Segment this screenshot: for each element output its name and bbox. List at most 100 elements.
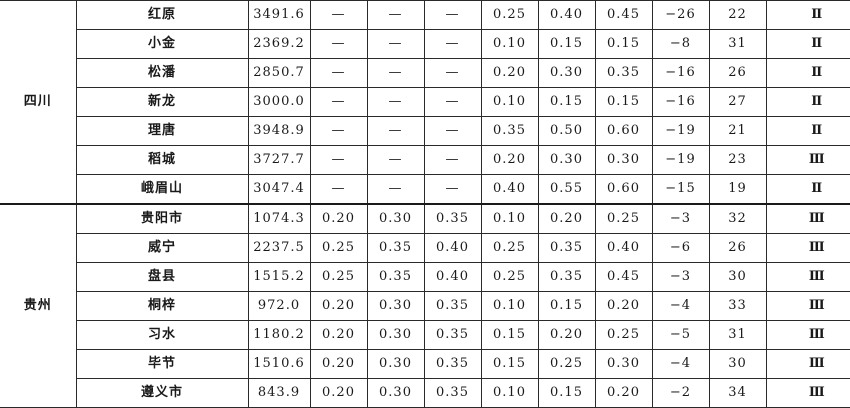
table-row: 毕节 1510.6 0.20 0.30 0.35 0.15 0.25 0.30 −4 30 Ⅲ — [0, 349, 850, 379]
temp-min: −6 — [651, 233, 710, 263]
snow-50yr: — — [366, 174, 425, 205]
wind-10yr: 0.25 — [480, 0, 539, 30]
city-name: 盘县 — [76, 262, 249, 292]
wind-100yr: 0.20 — [594, 291, 653, 321]
wind-50yr: 0.15 — [537, 378, 596, 408]
temp-min: −26 — [651, 0, 710, 30]
snow-10yr: — — [309, 87, 368, 117]
wind-50yr: 0.20 — [537, 320, 596, 350]
altitude-value: 2369.2 — [247, 29, 311, 59]
wind-50yr: 0.40 — [537, 0, 596, 30]
wind-50yr: 0.30 — [537, 145, 596, 175]
snow-100yr: — — [423, 58, 482, 88]
wind-50yr: 0.15 — [537, 87, 596, 117]
temp-min: −19 — [651, 145, 710, 175]
snow-zone: Ⅲ — [765, 262, 850, 292]
wind-10yr: 0.35 — [480, 116, 539, 146]
wind-10yr: 0.40 — [480, 174, 539, 205]
snow-10yr: 0.20 — [309, 291, 368, 321]
temp-max: 27 — [708, 87, 767, 117]
snow-100yr: — — [423, 0, 482, 30]
table-row: 稻城 3727.7— — —0.20 0.30 0.30 −19 23 Ⅲ — [0, 145, 850, 175]
temp-max: 30 — [708, 349, 767, 379]
snow-50yr: — — [366, 87, 425, 117]
table-row: 理唐 3948.9— — —0.35 0.50 0.60 −19 21 Ⅱ — [0, 116, 850, 146]
temp-max: 31 — [708, 29, 767, 59]
snow-10yr: — — [309, 29, 368, 59]
altitude-value: 1180.2 — [247, 320, 311, 350]
wind-100yr: 0.35 — [594, 58, 653, 88]
snow-zone: Ⅲ — [765, 378, 850, 408]
snow-100yr: — — [423, 145, 482, 175]
city-name: 桐梓 — [76, 291, 249, 321]
city-name: 习水 — [76, 320, 249, 350]
table-row: 新龙 3000.0— — —0.10 0.15 0.15 −16 27 Ⅱ — [0, 87, 850, 117]
temp-min: −2 — [651, 378, 710, 408]
table-row: 习水 1180.2 0.20 0.30 0.35 0.15 0.20 0.25 −5 31 Ⅲ — [0, 320, 850, 350]
snow-50yr: 0.35 — [366, 233, 425, 263]
wind-10yr: 0.10 — [480, 203, 539, 234]
snow-zone: Ⅲ — [765, 203, 850, 234]
wind-50yr: 0.20 — [537, 203, 596, 234]
snow-zone: Ⅱ — [765, 0, 850, 30]
temp-max: 33 — [708, 291, 767, 321]
altitude-value: 3000.0 — [247, 87, 311, 117]
snow-zone: Ⅲ — [765, 291, 850, 321]
snow-50yr: 0.30 — [366, 203, 425, 234]
table-row: 四川 红原 3491.6— — —0.25 0.40 0.45 −26 22 Ⅱ — [0, 0, 850, 205]
snow-zone: Ⅲ — [765, 233, 850, 263]
snow-50yr: 0.30 — [366, 349, 425, 379]
table-row: 贵州 贵阳市 1074.3 0.20 0.30 0.35 0.10 0.20 0.25 −3 32 Ⅲ — [0, 203, 850, 408]
temp-min: −4 — [651, 349, 710, 379]
table-row: 小金 2369.2— — —0.10 0.15 0.15 −8 31 Ⅱ — [0, 29, 850, 59]
wind-10yr: 0.20 — [480, 58, 539, 88]
altitude-value: 3727.7 — [247, 145, 311, 175]
city-name: 峨眉山 — [76, 174, 249, 205]
city-name: 毕节 — [76, 349, 249, 379]
wind-50yr: 0.15 — [537, 29, 596, 59]
temp-min: −15 — [651, 174, 710, 205]
altitude-value: 3047.4 — [247, 174, 311, 205]
altitude-value: 1515.2 — [247, 262, 311, 292]
wind-10yr: 0.10 — [480, 29, 539, 59]
altitude-value: 2237.5 — [247, 233, 311, 263]
snow-100yr: 0.35 — [423, 203, 482, 234]
snow-50yr: — — [366, 58, 425, 88]
city-name: 遵义市 — [76, 378, 249, 408]
snow-50yr: 0.30 — [366, 378, 425, 408]
temp-min: −8 — [651, 29, 710, 59]
wind-50yr: 0.35 — [537, 262, 596, 292]
altitude-value: 843.9 — [247, 378, 311, 408]
snow-zone: Ⅱ — [765, 87, 850, 117]
snow-50yr: — — [366, 29, 425, 59]
wind-50yr: 0.35 — [537, 233, 596, 263]
snow-10yr: 0.20 — [309, 203, 368, 234]
temp-max: 21 — [708, 116, 767, 146]
wind-10yr: 0.20 — [480, 145, 539, 175]
table-row: 威宁 2237.5 0.25 0.35 0.40 0.25 0.35 0.40 −6 26 Ⅲ — [0, 233, 850, 263]
wind-100yr: 0.45 — [594, 262, 653, 292]
snow-100yr: 0.40 — [423, 233, 482, 263]
snow-100yr: — — [423, 116, 482, 146]
table-row: 遵义市 843.9 0.20 0.30 0.35 0.10 0.15 0.20 −2 34 Ⅲ — [0, 378, 850, 408]
altitude-value: 3948.9 — [247, 116, 311, 146]
snow-100yr: — — [423, 174, 482, 205]
temp-max: 26 — [708, 58, 767, 88]
city-name: 新龙 — [76, 87, 249, 117]
table-row: 松潘 2850.7— — —0.20 0.30 0.35 −16 26 Ⅱ — [0, 58, 850, 88]
snow-50yr: — — [366, 145, 425, 175]
province-cell: 四川 — [0, 0, 77, 205]
snow-10yr: 0.25 — [309, 262, 368, 292]
city-name: 小金 — [76, 29, 249, 59]
temp-min: −16 — [651, 87, 710, 117]
wind-100yr: 0.30 — [594, 145, 653, 175]
wind-10yr: 0.10 — [480, 291, 539, 321]
wind-50yr: 0.55 — [537, 174, 596, 205]
temp-min: −3 — [651, 203, 710, 234]
wind-10yr: 0.10 — [480, 378, 539, 408]
table-row: 盘县 1515.2 0.25 0.35 0.40 0.25 0.35 0.45 −3 30 Ⅲ — [0, 262, 850, 292]
city-name: 红原 — [75, 0, 249, 30]
wind-10yr: 0.15 — [480, 349, 539, 379]
city-name: 理唐 — [76, 116, 249, 146]
